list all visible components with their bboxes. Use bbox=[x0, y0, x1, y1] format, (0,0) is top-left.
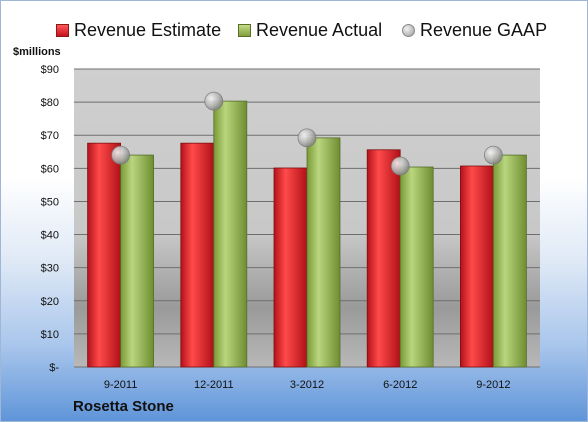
y-tick-label: $80 bbox=[41, 97, 59, 109]
x-tick-label: 6-2012 bbox=[383, 379, 417, 391]
y-tick-label: $20 bbox=[41, 296, 59, 308]
gaap-marker bbox=[297, 128, 317, 148]
x-tick-label: 12-2011 bbox=[194, 379, 234, 391]
x-tick-label: 9-2011 bbox=[104, 379, 137, 391]
legend-label-actual: Revenue Actual bbox=[256, 19, 383, 40]
y-tick-label: $50 bbox=[41, 196, 59, 208]
y-tick-label: $90 bbox=[41, 64, 59, 76]
bar-estimate bbox=[87, 142, 121, 368]
legend-swatch-gaap bbox=[402, 23, 415, 37]
gaap-marker bbox=[483, 145, 503, 165]
y-tick-label: $30 bbox=[41, 263, 59, 275]
y-unit-label: $millions bbox=[13, 46, 61, 58]
gaap-marker bbox=[204, 91, 224, 111]
bars bbox=[87, 100, 527, 368]
bar-actual bbox=[306, 137, 341, 368]
legend-item-actual: Revenue Actual bbox=[238, 18, 382, 42]
y-tick-label: $40 bbox=[41, 230, 59, 242]
y-tick-label: $60 bbox=[41, 163, 59, 175]
legend-item-gaap: Revenue GAAP bbox=[402, 18, 547, 42]
legend: Revenue Estimate Revenue Actual Revenue … bbox=[1, 18, 587, 42]
gaap-markers bbox=[111, 91, 503, 176]
bar-estimate bbox=[273, 167, 308, 368]
legend-swatch-estimate bbox=[56, 23, 69, 37]
y-tick-label: $10 bbox=[41, 329, 59, 341]
bar-actual bbox=[120, 154, 154, 368]
x-axis-labels: 9-2011 12-2011 3-2012 6-2012 9-2012 bbox=[104, 379, 511, 391]
x-tick-label: 3-2012 bbox=[290, 379, 324, 391]
bar-actual bbox=[213, 100, 248, 368]
y-tick-label: $- bbox=[49, 362, 59, 374]
bar-estimate bbox=[459, 165, 494, 368]
company-name: Rosetta Stone bbox=[73, 398, 174, 415]
legend-label-gaap: Revenue GAAP bbox=[420, 19, 548, 40]
gaap-marker bbox=[111, 145, 130, 165]
legend-label-estimate: Revenue Estimate bbox=[74, 19, 222, 40]
bar-actual bbox=[399, 166, 434, 368]
legend-item-estimate: Revenue Estimate bbox=[56, 18, 221, 42]
x-tick-label: 9-2012 bbox=[476, 379, 510, 391]
bar-estimate bbox=[366, 149, 401, 368]
gaap-marker bbox=[390, 156, 410, 176]
bar-actual bbox=[492, 154, 527, 368]
y-tick-label: $70 bbox=[41, 130, 59, 142]
bar-estimate bbox=[180, 142, 215, 368]
legend-swatch-actual bbox=[238, 23, 251, 37]
y-axis-ticks: $- $10 $20 $30 $40 $50 $60 $70 $80 $90 bbox=[41, 64, 60, 374]
